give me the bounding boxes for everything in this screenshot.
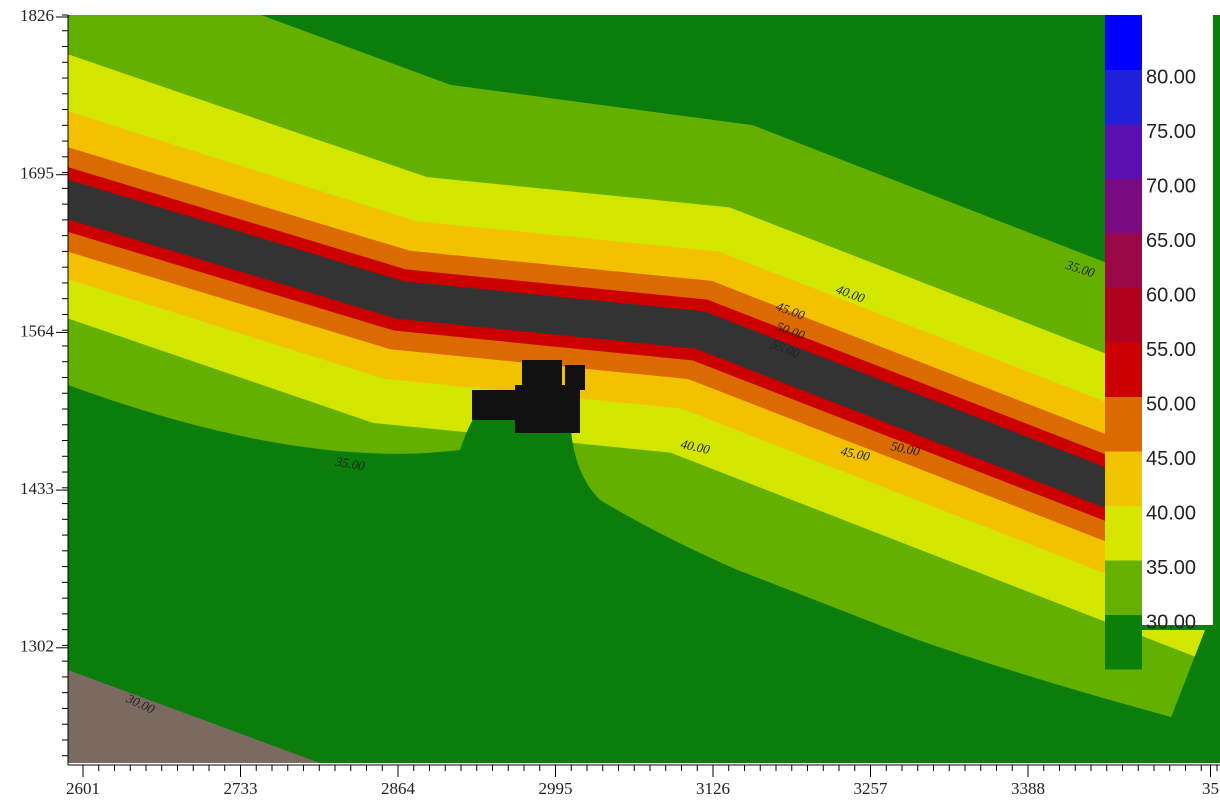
contour-label: 50.00 [889,438,921,459]
x-tick-label: 2601 [66,779,100,798]
legend-label: 40.00 [1146,502,1196,524]
legend-label: 55.00 [1146,339,1196,361]
y-tick-label: 1302 [20,637,54,656]
y-tick-label: 1564 [20,321,55,340]
contour-area [68,15,1220,763]
legend-swatch [1105,15,1142,70]
aerial-photo [68,670,320,763]
legend-border [1105,625,1220,630]
legend-label: 50.00 [1146,393,1196,415]
legend-swatch [1105,615,1142,670]
x-tick-label: 3388 [1011,779,1045,798]
x-tick-label: 3257 [854,779,889,798]
legend-swatch [1105,342,1142,397]
shadow-zone [68,385,1220,763]
legend-label: 35.00 [1146,557,1196,579]
legend-label: 75.00 [1146,121,1196,143]
legend-border [1213,15,1220,630]
legend-swatch [1105,288,1142,343]
x-tick-label: 2733 [224,779,258,798]
contour-label: 45.00 [839,443,871,464]
contour-label: 35.00 [334,453,367,473]
legend-label: 80.00 [1146,66,1196,88]
legend-swatch [1105,506,1142,561]
y-tick-label: 1826 [20,6,54,25]
x-tick-label: 2864 [381,779,416,798]
x-tick-label: 35 [1202,779,1219,798]
buildings [472,360,585,433]
legend-swatch [1105,451,1142,506]
legend-swatch [1105,124,1142,179]
road [68,179,1220,553]
legend-swatch [1105,560,1142,615]
legend-label: 70.00 [1146,175,1196,197]
legend-swatch [1105,70,1142,125]
legend-label: 65.00 [1146,230,1196,252]
y-tick-label: 1433 [20,479,54,498]
legend-label: 30.00 [1146,611,1196,633]
legend-swatch [1105,179,1142,234]
legend-swatch [1105,397,1142,452]
legend-swatch [1105,233,1142,288]
legend-label: 45.00 [1146,448,1196,470]
legend-label: 60.00 [1146,284,1196,306]
x-tick-label: 3126 [696,779,730,798]
x-tick-label: 2995 [539,779,573,798]
y-tick-label: 1695 [20,164,54,183]
contour-label: 40.00 [679,436,711,457]
